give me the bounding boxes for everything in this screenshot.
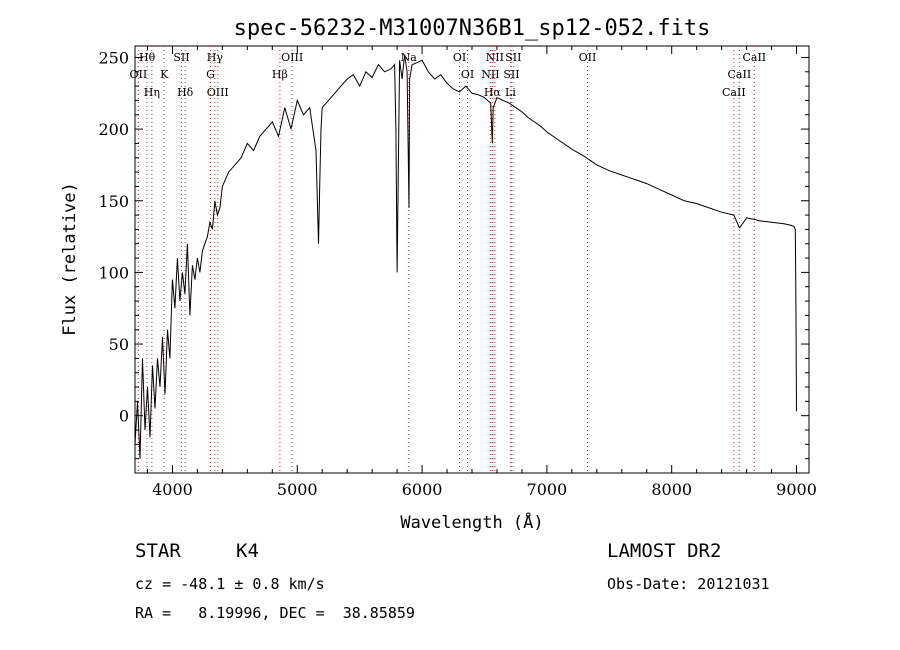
spectral-line-label: CaII: [722, 86, 746, 99]
survey-name: LAMOST DR2: [607, 540, 722, 562]
spectral-line-label: Hγ: [207, 51, 224, 64]
y-tick-label: 50: [109, 335, 129, 354]
x-tick-label: 9000: [776, 480, 817, 499]
spectral-line-label: Hβ: [272, 68, 288, 81]
spectral-line-label: Hθ: [139, 51, 156, 64]
spectral-line-label: Hη: [144, 86, 160, 99]
x-tick-label: 8000: [651, 480, 692, 499]
plot-frame: [134, 45, 810, 474]
redshift-value: cz = -48.1 ± 0.8 km/s: [135, 575, 325, 593]
x-axis: 4000 5000 6000 7000 8000 9000: [146, 46, 817, 499]
y-tick-label: 200: [98, 120, 129, 139]
y-tick-label: 0: [119, 407, 129, 426]
x-tick-label: 4000: [152, 480, 193, 499]
spectral-line-label: SII: [503, 68, 519, 81]
y-axis: 0 50 100 150 200 250: [98, 48, 809, 460]
spectral-line-label: CaII: [728, 68, 752, 81]
spectral-line-label: Na: [401, 51, 418, 64]
object-subclass: K4: [236, 540, 259, 562]
spectral-line-label: NII: [486, 51, 504, 64]
spectral-marker-lines: [137, 46, 755, 473]
spectral-line-label: OIII: [281, 51, 303, 64]
spectral-line-label: K: [160, 68, 169, 81]
x-tick-label: 6000: [402, 480, 443, 499]
coordinates: RA = 8.19996, DEC = 38.85859: [135, 604, 415, 622]
spectral-line-label: Hα: [484, 86, 502, 99]
spectral-line-label: OIII: [207, 86, 229, 99]
spectral-line-label: SII: [173, 51, 189, 64]
spectral-line-label: Li: [505, 86, 516, 99]
spectral-line-label: OII: [130, 68, 148, 81]
spectral-line-label: OI: [461, 68, 474, 81]
y-tick-label: 150: [98, 192, 129, 211]
spectrum-series-line: [134, 54, 797, 459]
spectral-line-label: Hδ: [177, 86, 194, 99]
spectral-line-label: CaII: [742, 51, 766, 64]
x-axis-label: Wavelength (Å): [400, 511, 543, 533]
x-tick-label: 7000: [527, 480, 568, 499]
y-axis-label: Flux (relative): [60, 182, 80, 336]
obs-date: Obs-Date: 20121031: [607, 575, 770, 593]
spectral-line-label: OI: [453, 51, 466, 64]
y-tick-label: 250: [98, 48, 129, 67]
y-tick-label: 100: [98, 263, 129, 282]
chart-title: spec-56232-M31007N36B1_sp12-052.fits: [234, 16, 711, 41]
spectral-line-label: NII: [481, 68, 499, 81]
spectral-line-label: OII: [579, 51, 597, 64]
x-tick-label: 5000: [277, 480, 318, 499]
spectral-line-label: G: [206, 68, 215, 81]
object-class: STAR: [135, 540, 181, 562]
spectral-line-label: SII: [505, 51, 521, 64]
